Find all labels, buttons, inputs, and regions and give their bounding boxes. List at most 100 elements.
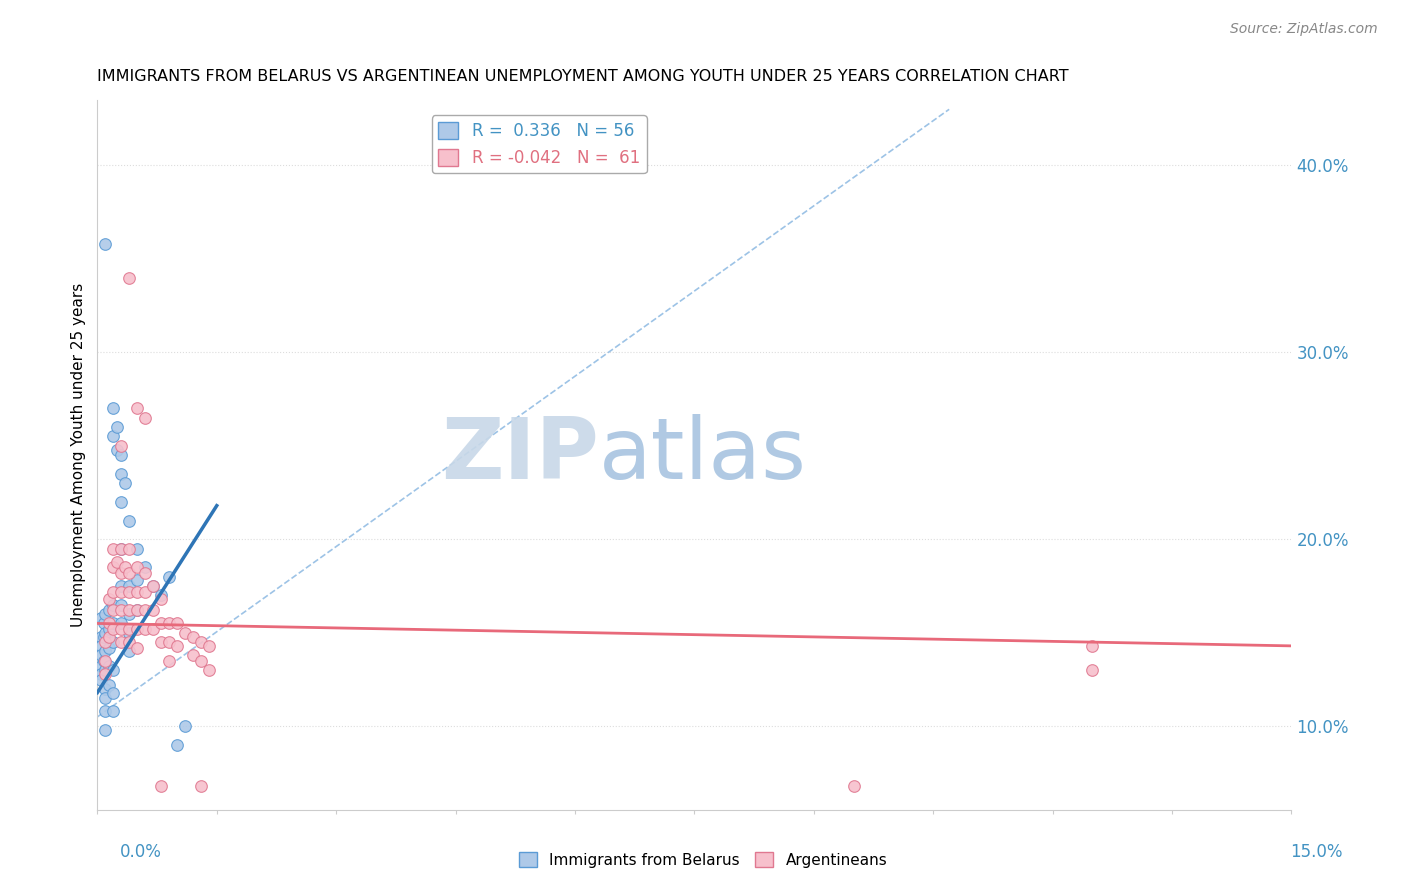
Point <box>118 603 141 617</box>
Point <box>190 779 212 793</box>
Point <box>94 635 117 649</box>
Point <box>166 738 188 752</box>
Point <box>118 644 141 658</box>
Legend: R =  0.336   N = 56, R = -0.042   N =  61: R = 0.336 N = 56, R = -0.042 N = 61 <box>432 115 647 173</box>
Point <box>110 598 132 612</box>
Point <box>103 584 125 599</box>
Text: 15.0%: 15.0% <box>1291 843 1343 861</box>
Point <box>103 541 125 556</box>
Point <box>118 622 141 636</box>
Point <box>103 603 125 617</box>
Point <box>105 442 128 457</box>
Point <box>90 667 112 681</box>
Point <box>190 654 212 668</box>
Point <box>105 555 128 569</box>
Point <box>93 654 115 668</box>
Point <box>94 723 117 737</box>
Point <box>127 603 149 617</box>
Point <box>142 603 165 617</box>
Point <box>94 663 117 677</box>
Point <box>110 495 132 509</box>
Point <box>98 622 121 636</box>
Text: 0.0%: 0.0% <box>120 843 162 861</box>
Point <box>114 476 136 491</box>
Point <box>198 639 221 653</box>
Point <box>98 603 121 617</box>
Point <box>90 639 112 653</box>
Point <box>142 622 165 636</box>
Point <box>181 630 204 644</box>
Point <box>110 448 132 462</box>
Point <box>127 560 149 574</box>
Point <box>98 659 121 673</box>
Point <box>103 598 125 612</box>
Point <box>142 579 165 593</box>
Point <box>94 654 117 668</box>
Point <box>110 467 132 481</box>
Point <box>94 681 117 696</box>
Point <box>98 678 121 692</box>
Point <box>103 622 125 636</box>
Point <box>190 635 212 649</box>
Point <box>166 616 188 631</box>
Point <box>103 663 125 677</box>
Point <box>110 622 132 636</box>
Point <box>110 635 132 649</box>
Point <box>98 630 121 644</box>
Point <box>134 566 156 580</box>
Point <box>114 560 136 574</box>
Text: ZIP: ZIP <box>441 414 599 497</box>
Point <box>110 579 132 593</box>
Point <box>134 584 156 599</box>
Point <box>110 616 132 631</box>
Text: IMMIGRANTS FROM BELARUS VS ARGENTINEAN UNEMPLOYMENT AMONG YOUTH UNDER 25 YEARS C: IMMIGRANTS FROM BELARUS VS ARGENTINEAN U… <box>97 69 1069 84</box>
Point <box>90 611 112 625</box>
Point <box>110 439 132 453</box>
Point <box>90 648 112 663</box>
Point <box>103 635 125 649</box>
Point <box>110 584 132 599</box>
Point <box>103 685 125 699</box>
Point <box>127 622 149 636</box>
Point <box>157 635 180 649</box>
Point <box>150 635 173 649</box>
Point <box>118 579 141 593</box>
Point <box>174 625 197 640</box>
Point <box>842 779 865 793</box>
Point <box>157 616 180 631</box>
Point <box>103 401 125 416</box>
Text: atlas: atlas <box>599 414 807 497</box>
Point <box>90 673 112 687</box>
Point <box>118 607 141 621</box>
Point <box>110 603 132 617</box>
Point <box>94 236 117 251</box>
Point <box>134 560 156 574</box>
Point <box>98 640 121 655</box>
Point <box>142 579 165 593</box>
Point <box>103 560 125 574</box>
Point <box>150 592 173 607</box>
Point <box>98 592 121 607</box>
Point <box>127 574 149 588</box>
Point <box>127 640 149 655</box>
Point <box>118 541 141 556</box>
Point <box>150 588 173 602</box>
Point <box>118 584 141 599</box>
Point <box>157 570 180 584</box>
Point <box>94 607 117 621</box>
Point <box>94 644 117 658</box>
Point <box>134 410 156 425</box>
Y-axis label: Unemployment Among Youth under 25 years: Unemployment Among Youth under 25 years <box>72 283 86 627</box>
Text: Source: ZipAtlas.com: Source: ZipAtlas.com <box>1230 22 1378 37</box>
Point <box>110 566 132 580</box>
Point <box>98 616 121 631</box>
Point <box>127 584 149 599</box>
Point <box>134 603 156 617</box>
Point <box>110 541 132 556</box>
Point <box>103 704 125 718</box>
Point <box>90 630 112 644</box>
Point <box>118 635 141 649</box>
Point <box>118 270 141 285</box>
Point <box>93 616 115 631</box>
Legend: Immigrants from Belarus, Argentineans: Immigrants from Belarus, Argentineans <box>513 846 893 873</box>
